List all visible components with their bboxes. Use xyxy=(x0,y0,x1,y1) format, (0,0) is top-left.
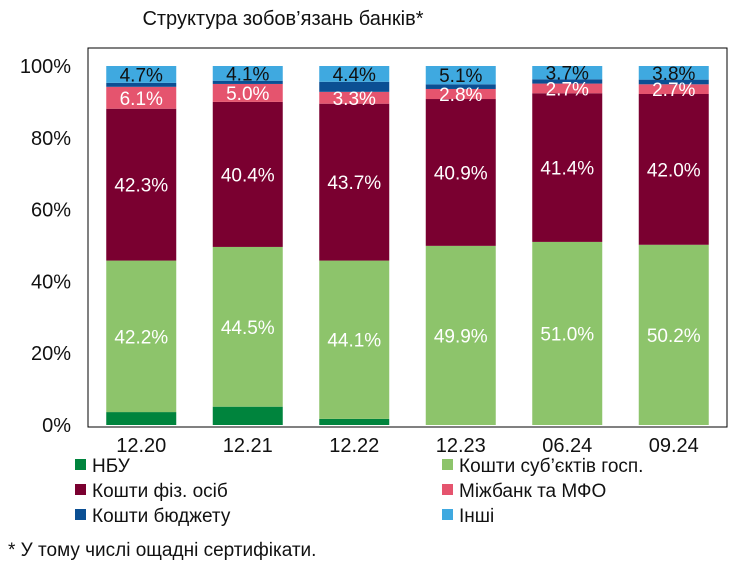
legend-label: Кошти бюджету xyxy=(92,506,231,527)
bar-segment xyxy=(425,99,496,246)
x-tick-label: 06.24 xyxy=(542,435,592,456)
chart-title: Структура зобов’язань банків* xyxy=(142,8,423,30)
bar-segment xyxy=(638,84,709,95)
legend-swatch xyxy=(75,484,86,495)
data-label: 4.7% xyxy=(120,65,163,86)
data-label: 44.5% xyxy=(221,318,275,339)
bar-segment xyxy=(319,103,390,261)
x-tick-label: 09.24 xyxy=(649,435,699,456)
legend-label: НБУ xyxy=(92,456,130,477)
bar-segment xyxy=(106,412,177,425)
data-label: 3.8% xyxy=(652,64,695,85)
legend: НБУ Кошти суб’єктів госп. Кошти фіз. осіб М… xyxy=(0,456,750,528)
legend-label: Кошти фіз. осіб xyxy=(92,481,228,502)
data-label: 40.9% xyxy=(434,163,488,184)
data-label: 2.8% xyxy=(439,85,482,106)
data-label: 44.1% xyxy=(327,331,381,352)
plot-area xyxy=(87,47,728,428)
bar-segment xyxy=(638,244,709,425)
stacked-bar-chart: Структура зобов’язань банків* 0% 20% 40% 60… xyxy=(20,8,728,456)
data-label: 5.0% xyxy=(226,84,269,105)
legend-swatch xyxy=(75,509,86,520)
data-label: 49.9% xyxy=(434,326,488,347)
legend-label: Інші xyxy=(459,506,495,527)
bar-segment xyxy=(319,260,390,419)
legend-label: Кошти суб’єктів госп. xyxy=(459,456,644,477)
bar-segment xyxy=(532,66,603,80)
data-label: 42.2% xyxy=(114,327,168,348)
data-label: 5.1% xyxy=(439,66,482,87)
bar-segment xyxy=(106,86,177,109)
y-tick-label: 40% xyxy=(31,271,71,293)
bar-segment xyxy=(319,66,390,82)
data-label: 2.7% xyxy=(546,79,589,100)
legend-swatch xyxy=(442,484,453,495)
data-label: 4.4% xyxy=(333,65,376,86)
bar-segment xyxy=(212,246,283,407)
y-tick-label: 0% xyxy=(42,415,71,437)
legend-item: Кошти фіз. осіб xyxy=(75,481,228,503)
data-label: 3.7% xyxy=(546,64,589,85)
bar-segment xyxy=(212,83,283,102)
legend-item: НБУ xyxy=(75,456,130,478)
bar-segment xyxy=(212,66,283,81)
data-label: 40.4% xyxy=(221,165,275,186)
bar-segment xyxy=(425,84,496,89)
bar-segment xyxy=(425,245,496,425)
data-label: 4.1% xyxy=(226,64,269,85)
legend-item: Інші xyxy=(442,506,494,528)
legend-item: Міжбанк та МФО xyxy=(442,481,606,503)
y-tick-label: 100% xyxy=(20,56,71,78)
legend-swatch xyxy=(75,459,86,470)
bar-segment xyxy=(638,66,709,80)
bar-segment xyxy=(532,83,603,94)
data-label: 41.4% xyxy=(540,159,594,180)
bar-segment xyxy=(425,66,496,85)
data-label: 42.0% xyxy=(647,160,701,181)
bar-segment xyxy=(638,79,709,85)
x-tick-label: 12.20 xyxy=(116,435,166,456)
bar-segment xyxy=(319,418,390,425)
data-label: 3.3% xyxy=(333,89,376,110)
data-label: 6.1% xyxy=(120,89,163,110)
bar-segment xyxy=(319,91,390,104)
legend-item: Кошти суб’єктів госп. xyxy=(442,456,643,478)
bar-segment xyxy=(106,108,177,261)
y-tick-label: 60% xyxy=(31,200,71,222)
bar-segment xyxy=(319,81,390,92)
bar-segment xyxy=(532,79,603,84)
bar-segment xyxy=(106,260,177,413)
bar-segment xyxy=(106,66,177,83)
bar-segment xyxy=(212,80,283,84)
data-label: 50.2% xyxy=(647,326,701,347)
x-tick-label: 12.21 xyxy=(223,435,273,456)
bar-segment xyxy=(532,241,603,425)
data-label: 42.3% xyxy=(114,176,168,197)
legend-swatch xyxy=(442,459,453,470)
bar-segment xyxy=(212,406,283,425)
y-tick-label: 20% xyxy=(31,343,71,365)
bar-segment xyxy=(638,94,709,245)
data-label: 51.0% xyxy=(540,324,594,345)
legend-label: Міжбанк та МФО xyxy=(459,481,607,502)
bar-segment xyxy=(106,82,177,87)
y-tick-label: 80% xyxy=(31,128,71,150)
legend-swatch xyxy=(442,509,453,520)
bar-segment xyxy=(532,93,603,242)
bar-segment xyxy=(212,101,283,247)
bar-segment xyxy=(425,88,496,100)
x-tick-label: 12.23 xyxy=(436,435,486,456)
footnote: * У тому числі ощадні сертифікати. xyxy=(8,540,317,561)
data-label: 43.7% xyxy=(327,173,381,194)
legend-item: Кошти бюджету xyxy=(75,506,230,528)
x-tick-label: 12.22 xyxy=(329,435,379,456)
data-label: 2.7% xyxy=(652,80,695,101)
